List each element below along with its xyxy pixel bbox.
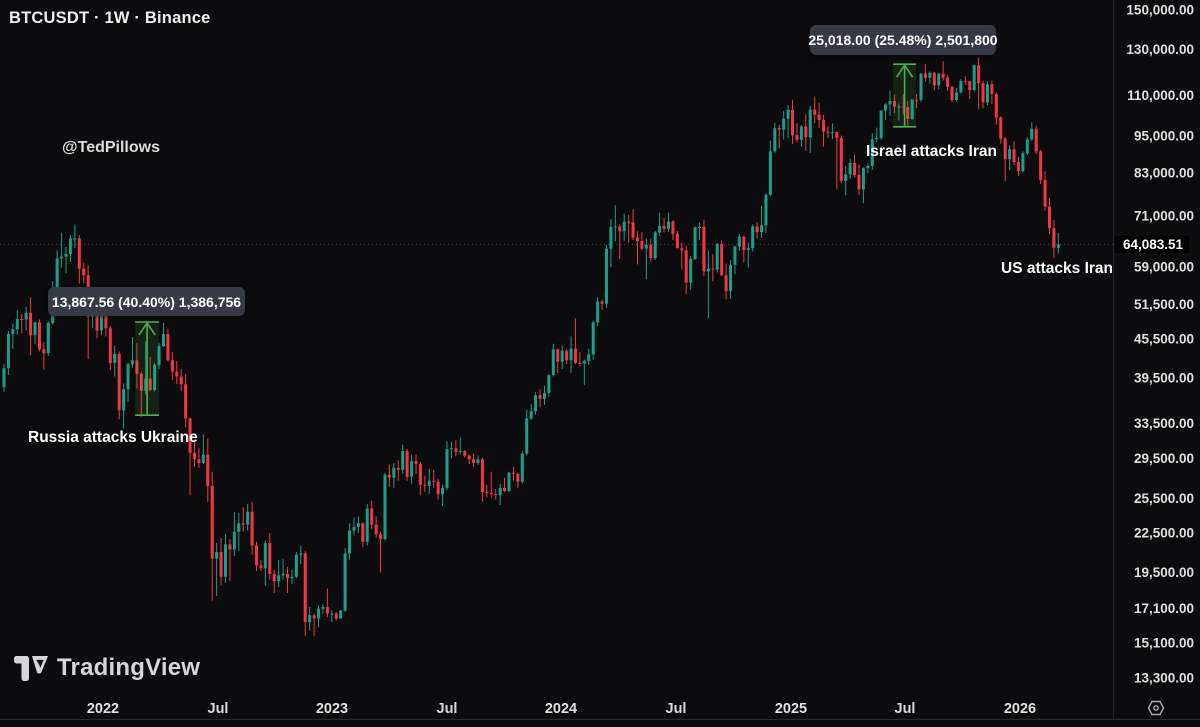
svg-text:13,300.00: 13,300.00 (1134, 670, 1194, 685)
svg-text:64,083.51: 64,083.51 (1123, 237, 1184, 252)
svg-text:83,000.00: 83,000.00 (1134, 166, 1194, 181)
svg-text:2026: 2026 (1004, 701, 1036, 717)
price-range-label-2022[interactable]: 13,867.56 (40.40%) 1,386,756 (48, 287, 245, 316)
svg-text:15,100.00: 15,100.00 (1134, 635, 1194, 650)
svg-text:29,500.00: 29,500.00 (1134, 451, 1194, 466)
svg-text:39,500.00: 39,500.00 (1134, 370, 1194, 385)
svg-text:59,000.00: 59,000.00 (1134, 260, 1194, 275)
annotation-russia-attacks-ukraine[interactable]: Russia attacks Ukraine (28, 429, 198, 446)
annotation-israel-attacks-iran[interactable]: Israel attacks Iran (866, 143, 997, 160)
svg-text:Jul: Jul (895, 701, 916, 717)
svg-text:2024: 2024 (545, 701, 577, 717)
price-axis-separator (1113, 0, 1114, 719)
annotation-us-attacks-iran[interactable]: US attacks Iran (1001, 260, 1113, 277)
svg-text:19,500.00: 19,500.00 (1134, 565, 1194, 580)
svg-text:33,500.00: 33,500.00 (1134, 416, 1194, 431)
svg-text:110,000.00: 110,000.00 (1127, 88, 1194, 103)
tradingview-logo[interactable]: TradingView (14, 654, 200, 682)
svg-text:25,500.00: 25,500.00 (1134, 491, 1194, 506)
author-watermark: @TedPillows (62, 139, 160, 156)
svg-text:Jul: Jul (666, 701, 687, 717)
time-axis-separator (0, 719, 1200, 720)
tradingview-logo-text: TradingView (57, 654, 201, 681)
svg-text:150,000.00: 150,000.00 (1126, 2, 1194, 17)
svg-text:17,100.00: 17,100.00 (1134, 601, 1194, 616)
svg-text:2022: 2022 (87, 701, 119, 717)
price-scale-settings-icon[interactable] (1146, 698, 1166, 718)
svg-text:45,500.00: 45,500.00 (1134, 331, 1194, 346)
price-range-label-2025[interactable]: 25,018.00 (25.48%) 2,501,800 (808, 25, 998, 55)
svg-text:2023: 2023 (316, 701, 348, 717)
svg-text:71,000.00: 71,000.00 (1134, 209, 1194, 224)
svg-text:22,500.00: 22,500.00 (1134, 526, 1194, 541)
symbol-header[interactable]: BTCUSDT · 1W · Binance (9, 9, 211, 27)
svg-text:2025: 2025 (775, 701, 807, 717)
svg-text:130,000.00: 130,000.00 (1126, 42, 1194, 57)
svg-text:51,500.00: 51,500.00 (1134, 297, 1194, 312)
svg-text:95,000.00: 95,000.00 (1134, 128, 1194, 143)
tradingview-logo-icon (14, 655, 48, 681)
svg-text:Jul: Jul (437, 701, 458, 717)
svg-text:Jul: Jul (208, 701, 229, 717)
